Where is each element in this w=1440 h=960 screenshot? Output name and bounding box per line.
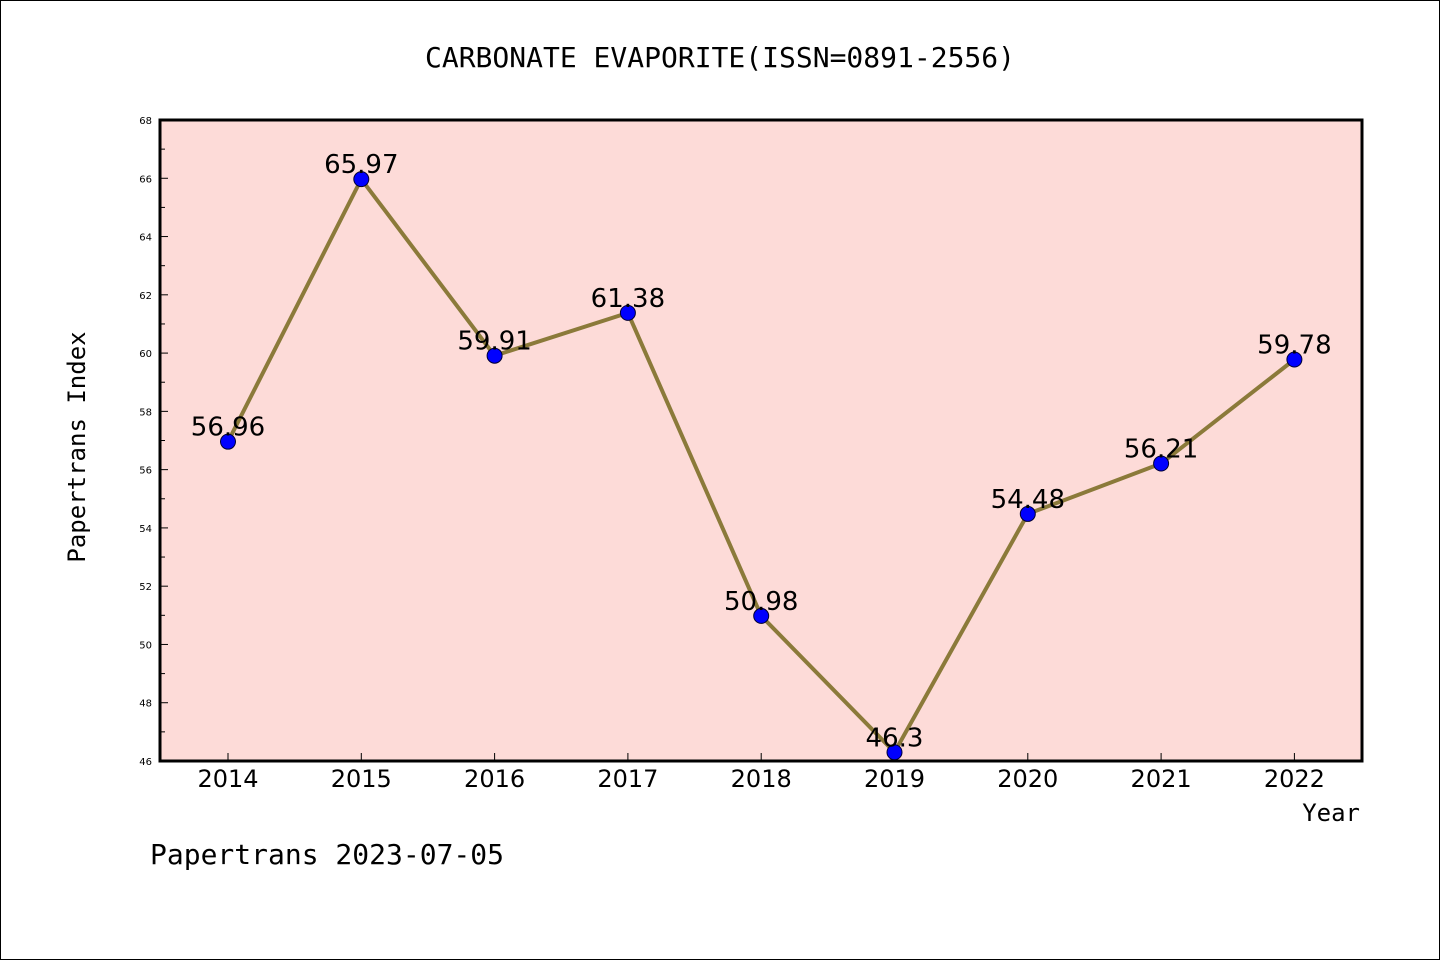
data-labels: 56.96 65.97 59.91 61.38 50.98 46.3 54.48 56.21 5… <box>191 150 1332 753</box>
y-tick-label: 58 <box>139 407 152 418</box>
x-tick-label: 2021 <box>1131 765 1192 793</box>
x-axis-label: Year <box>1302 799 1360 827</box>
data-point <box>220 433 236 450</box>
data-label: 61.38 <box>591 284 665 314</box>
y-tick-label: 48 <box>139 699 152 710</box>
x-tick-label: 2015 <box>331 765 392 793</box>
chart-title: CARBONATE EVAPORITE(ISSN=0891-2556) <box>425 41 1015 74</box>
x-tick-label: 2020 <box>997 765 1058 793</box>
y-tick-label: 64 <box>139 233 152 244</box>
y-tick-label: 56 <box>139 466 152 477</box>
data-label: 56.96 <box>191 413 265 443</box>
y-tick-label: 60 <box>139 349 152 360</box>
data-label: 54.48 <box>991 485 1065 515</box>
data-point <box>619 304 636 321</box>
x-tick-label: 2018 <box>731 765 792 793</box>
x-tick-label: 2022 <box>1264 765 1325 793</box>
y-tick-label: 66 <box>139 174 152 185</box>
data-point <box>1286 351 1303 368</box>
y-tick-label: 68 <box>139 116 152 127</box>
data-label: 59.91 <box>457 327 531 357</box>
data-point <box>1153 455 1170 472</box>
footer-text: Papertrans 2023-07-05 <box>150 838 504 871</box>
x-tick-label: 2017 <box>597 765 658 793</box>
y-tick-label: 52 <box>139 582 152 593</box>
y-tick-label: 54 <box>139 524 152 535</box>
x-tick-label: 2016 <box>464 765 525 793</box>
x-tick-label: 2014 <box>197 765 258 793</box>
data-label: 56.21 <box>1124 435 1198 465</box>
data-point <box>486 347 503 364</box>
series-layer <box>220 171 1303 761</box>
x-axis-ticks: 2014 2015 2016 2017 2018 2019 2020 2021 2022 <box>197 753 1325 793</box>
data-point <box>1019 505 1036 522</box>
plot-frame <box>158 118 1364 763</box>
plot-area <box>160 120 1362 761</box>
data-label: 65.97 <box>324 150 398 180</box>
data-label: 59.78 <box>1257 331 1331 361</box>
data-label: 50.98 <box>724 587 798 617</box>
data-point <box>353 171 370 188</box>
x-tick-label: 2019 <box>864 765 925 793</box>
y-tick-label: 46 <box>139 757 152 768</box>
y-axis-label: Papertrans Index <box>63 331 91 562</box>
y-tick-label: 50 <box>139 640 152 651</box>
y-tick-label: 62 <box>139 291 152 302</box>
data-label: 46.3 <box>866 723 924 753</box>
data-point <box>753 607 770 624</box>
